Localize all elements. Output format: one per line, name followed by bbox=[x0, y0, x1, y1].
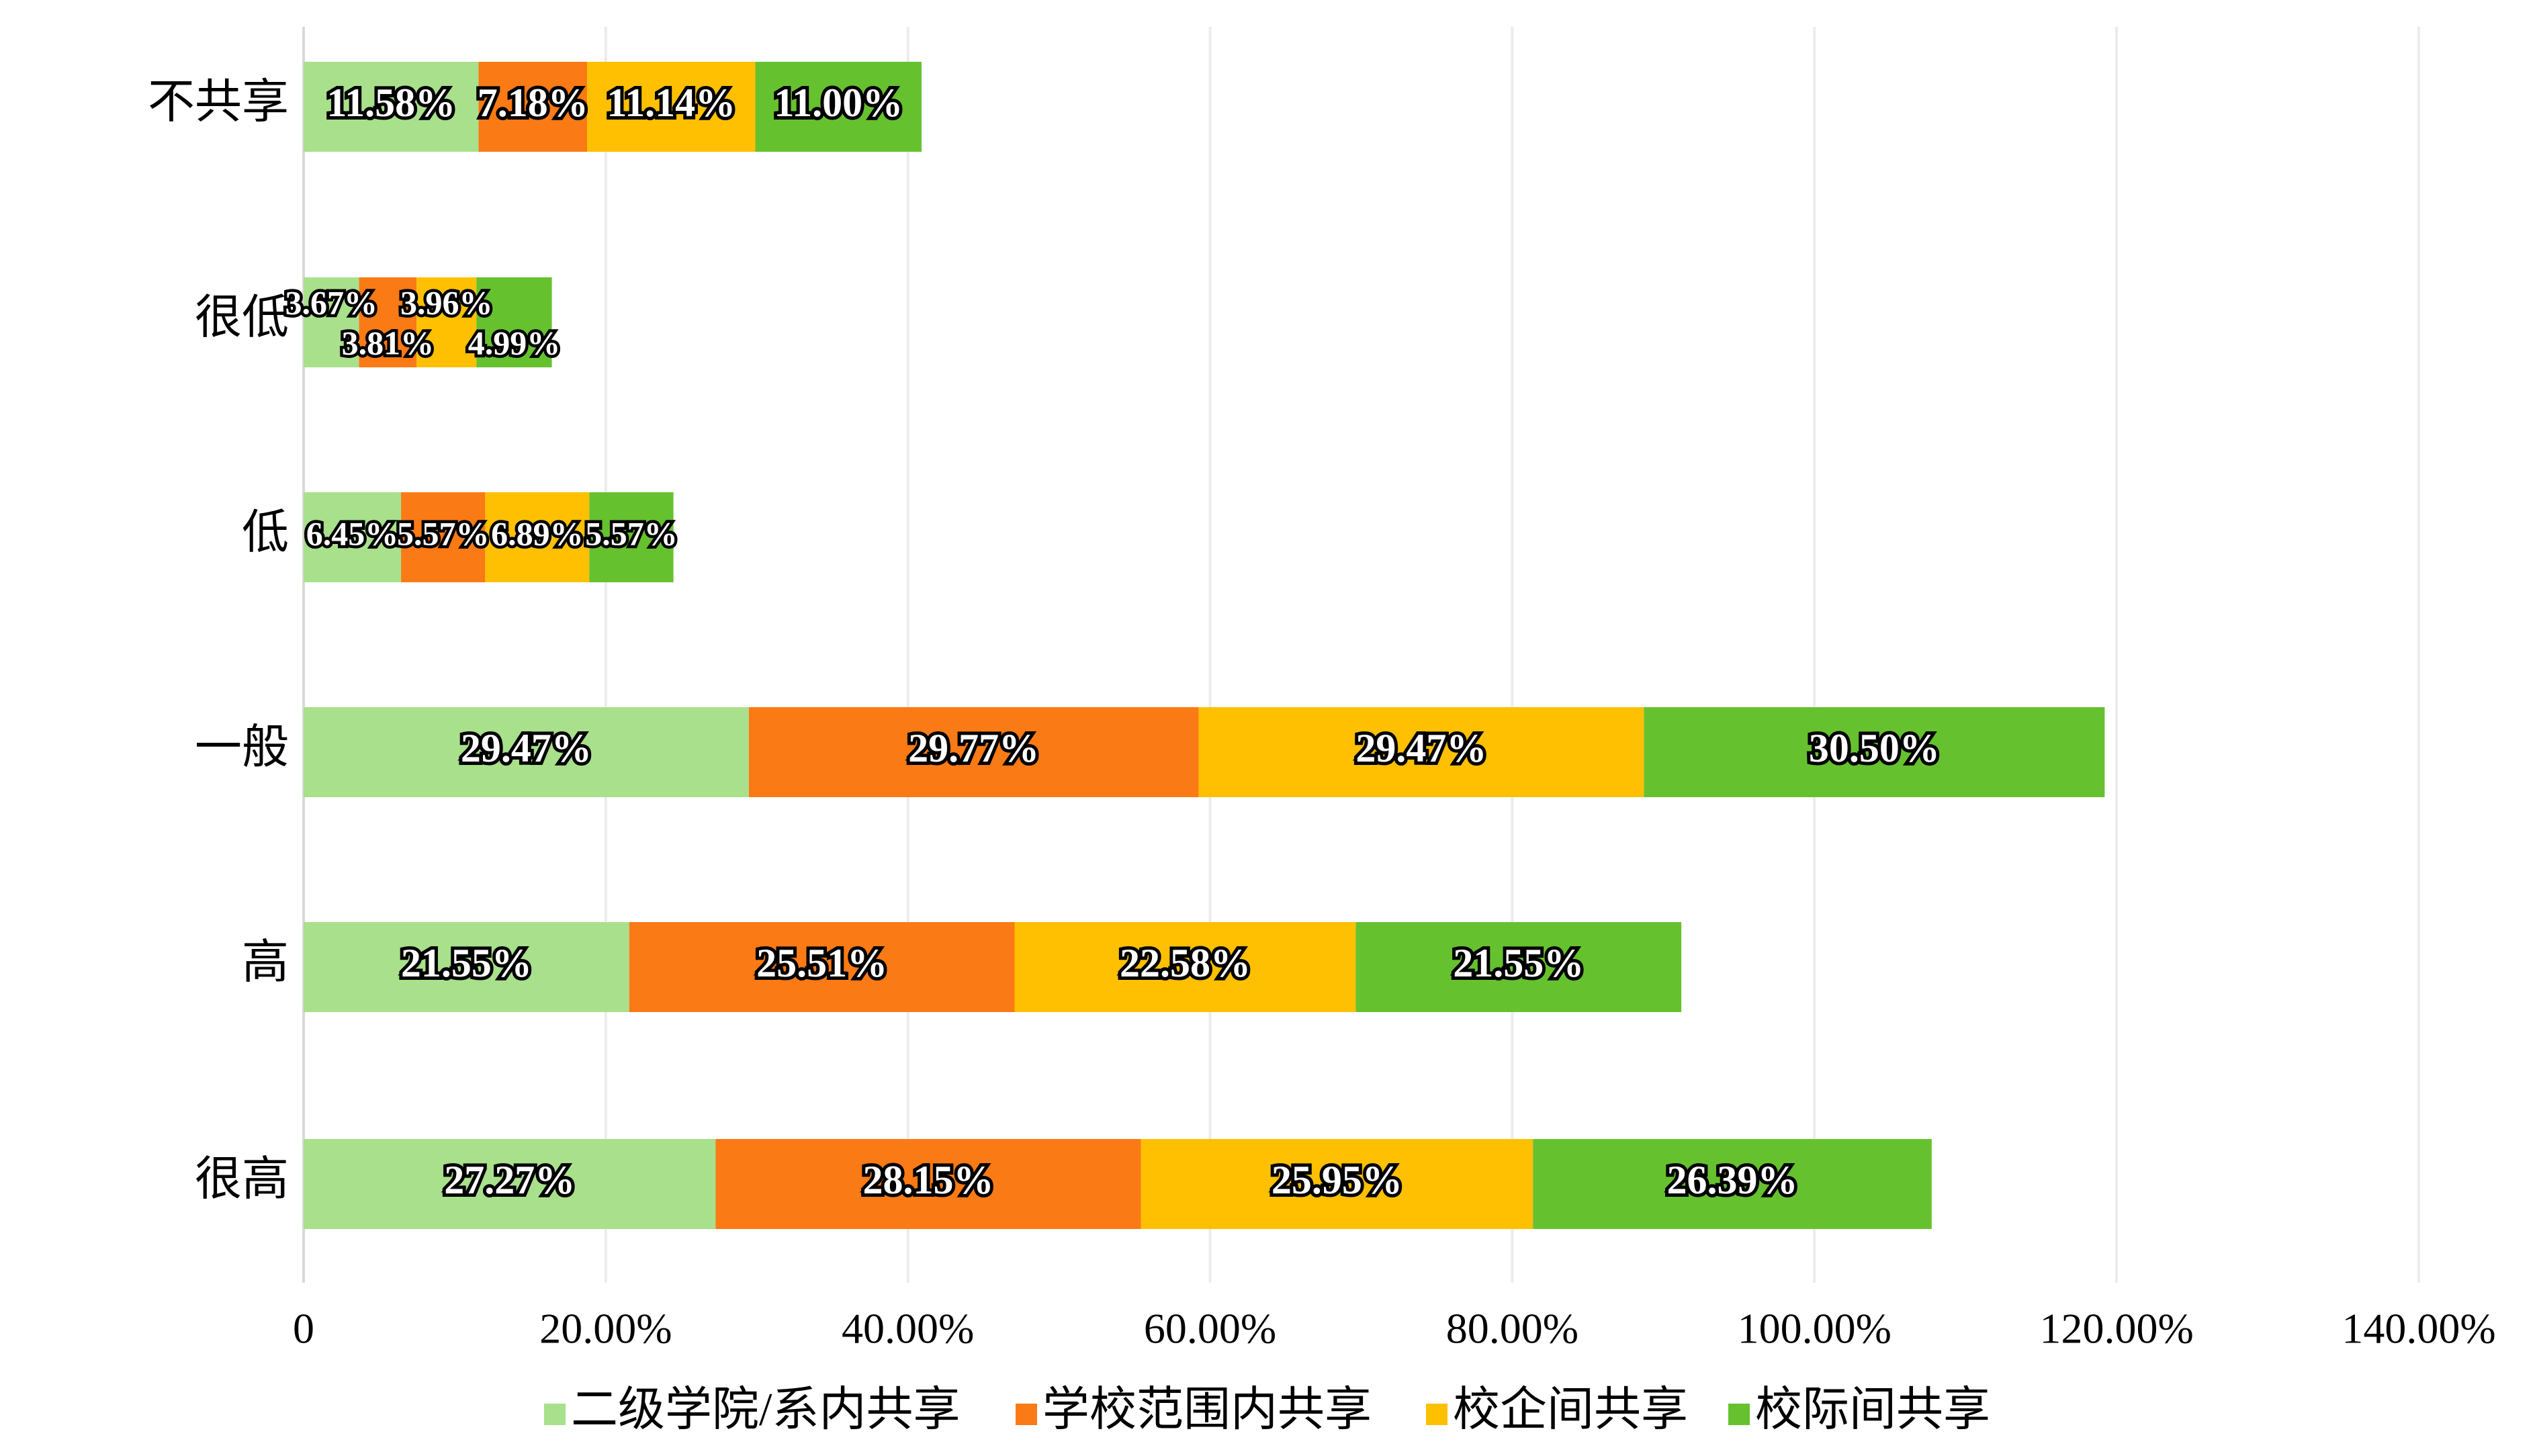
bar-segment bbox=[304, 277, 359, 367]
legend-swatch bbox=[544, 1404, 566, 1425]
bar-segment bbox=[416, 277, 477, 367]
legend-label: 二级学院/系内共享 bbox=[571, 1384, 960, 1436]
data-label: 11.58% bbox=[326, 81, 455, 125]
bar-segment bbox=[748, 707, 1199, 797]
bar-segment bbox=[1533, 1139, 1932, 1229]
bar-segment bbox=[304, 492, 402, 582]
bar-segment bbox=[1014, 922, 1356, 1012]
bar-segment bbox=[485, 492, 590, 582]
bar-segment bbox=[1141, 1139, 1533, 1229]
x-tick-label: 40.00% bbox=[842, 1305, 974, 1353]
data-label: 4.99% bbox=[468, 324, 561, 361]
data-label: 7.18% bbox=[478, 81, 588, 125]
bar-segment bbox=[478, 62, 587, 152]
bar-segment bbox=[589, 492, 674, 582]
legend-label: 校企间共享 bbox=[1453, 1384, 1688, 1436]
bar-segment bbox=[586, 62, 756, 152]
bars-group bbox=[304, 62, 2105, 1229]
data-label: 11.14% bbox=[607, 81, 736, 125]
bar-segment bbox=[401, 492, 486, 582]
data-label: 11.00% bbox=[774, 81, 903, 125]
x-tick-label: 20.00% bbox=[539, 1305, 672, 1353]
bar-segment bbox=[359, 277, 417, 367]
data-label: 6.89% bbox=[491, 514, 584, 552]
data-label: 5.57% bbox=[397, 514, 490, 552]
legend: 二级学院/系内共享 学校范围内共享 校企间共享 校际间共享 bbox=[544, 1384, 1990, 1436]
data-label: 30.50% bbox=[1809, 726, 1940, 770]
gridlines bbox=[604, 27, 2420, 1283]
data-label: 29.47% bbox=[1355, 726, 1486, 770]
data-label: 3.67% bbox=[285, 283, 378, 321]
legend-swatch bbox=[1426, 1404, 1447, 1425]
data-label: 22.58% bbox=[1120, 941, 1251, 985]
bar-segment bbox=[1198, 707, 1644, 797]
bar-segment bbox=[1644, 707, 2105, 797]
data-label: 29.77% bbox=[908, 726, 1039, 770]
x-tick-label: 100.00% bbox=[1738, 1305, 1891, 1353]
data-label: 6.45% bbox=[306, 514, 399, 552]
bar-segment bbox=[304, 62, 479, 152]
category-label: 很低 bbox=[195, 292, 289, 344]
x-tick-label: 0 bbox=[293, 1305, 314, 1353]
x-tick-label: 120.00% bbox=[2039, 1305, 2193, 1353]
bar-segment bbox=[476, 277, 552, 367]
legend-swatch bbox=[1016, 1404, 1037, 1425]
data-label: 21.55% bbox=[1453, 941, 1584, 985]
bar-segment bbox=[629, 922, 1015, 1012]
legend-label: 校际间共享 bbox=[1755, 1384, 1990, 1436]
x-tick-labels-group: 0 20.00% 40.00% 60.00% 80.00% 100.00% 120.00% 1… bbox=[293, 1305, 2496, 1353]
bar-segment bbox=[304, 1139, 716, 1229]
category-label: 很高 bbox=[195, 1154, 289, 1205]
data-label: 28.15% bbox=[862, 1158, 993, 1202]
data-label: 3.96% bbox=[400, 283, 493, 321]
bar-segment bbox=[715, 1139, 1141, 1229]
data-labels-group: 11.58% 7.18% 11.14% 11.00% 3.67%3.81%3.96%4.… bbox=[282, 77, 1943, 1205]
category-label: 不共享 bbox=[148, 77, 289, 128]
data-label: 25.95% bbox=[1272, 1158, 1402, 1202]
data-label: 25.51% bbox=[756, 941, 887, 985]
data-label: 5.57% bbox=[585, 514, 678, 552]
category-label: 一般 bbox=[195, 722, 289, 774]
x-tick-label: 80.00% bbox=[1446, 1305, 1578, 1353]
bar-segment bbox=[304, 707, 749, 797]
data-label: 26.39% bbox=[1667, 1158, 1798, 1202]
category-label: 低 bbox=[242, 507, 289, 559]
data-label: 29.47% bbox=[461, 726, 592, 770]
data-label: 21.55% bbox=[401, 941, 532, 985]
data-label: 27.27% bbox=[444, 1158, 575, 1202]
bar-segment bbox=[1355, 922, 1682, 1012]
x-tick-label: 60.00% bbox=[1144, 1305, 1276, 1353]
bar-segment bbox=[304, 922, 629, 1012]
category-label: 高 bbox=[242, 937, 289, 989]
data-label: 3.81% bbox=[342, 324, 435, 361]
x-tick-label: 140.00% bbox=[2342, 1305, 2495, 1353]
legend-label: 学校范围内共享 bbox=[1042, 1384, 1372, 1436]
legend-swatch bbox=[1728, 1404, 1750, 1425]
bar-segment bbox=[755, 62, 922, 152]
